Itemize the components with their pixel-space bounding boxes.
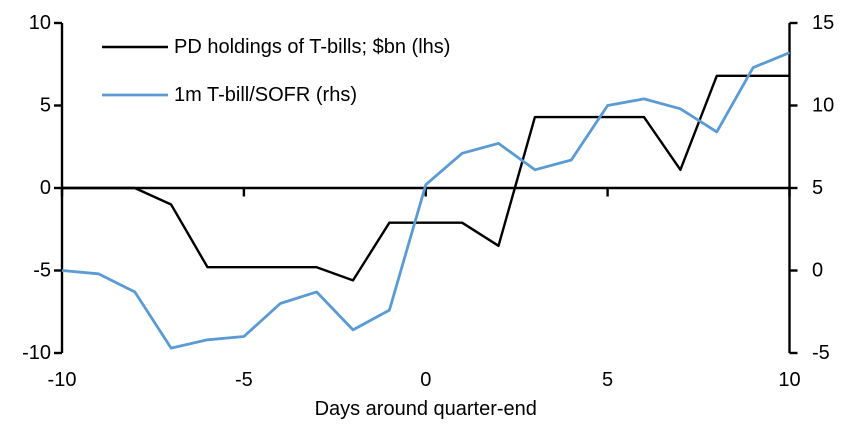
legend-label-tbill-sofr: 1m T-bill/SOFR (rhs): [174, 84, 357, 106]
y-right-tick-label: 10: [812, 95, 834, 117]
right-axis-ticks: [789, 21, 798, 355]
y-left-tick-label: 5: [40, 95, 51, 117]
x-tick-label: 5: [602, 369, 613, 391]
y-right-tick-label: 15: [812, 12, 834, 34]
y-left-tick-label: -10: [22, 342, 51, 364]
y-left-tick-label: 0: [40, 177, 51, 199]
x-tick-label: 10: [778, 369, 800, 391]
x-tick-label: 0: [420, 369, 431, 391]
left-axis-ticks: [54, 21, 62, 355]
x-tick-label: -10: [48, 369, 77, 391]
x-tick-label: -5: [235, 369, 253, 391]
series-pd-holdings-line: [62, 74, 790, 282]
y-right-tick-label: 5: [812, 177, 823, 199]
y-left-tick-label: -5: [33, 260, 51, 282]
x-axis-ticks: [60, 188, 791, 197]
y-right-tick-label: 0: [812, 260, 823, 282]
x-axis-title: Days around quarter-end: [315, 398, 537, 420]
legend-label-pd-holdings: PD holdings of T-bills; $bn (lhs): [174, 36, 450, 58]
y-right-tick-label: -5: [812, 342, 830, 364]
legend: PD holdings of T-bills; $bn (lhs) 1m T-b…: [102, 36, 450, 106]
y-left-tick-label: 10: [29, 12, 51, 34]
series-tbill-sofr-line: [61, 51, 791, 350]
